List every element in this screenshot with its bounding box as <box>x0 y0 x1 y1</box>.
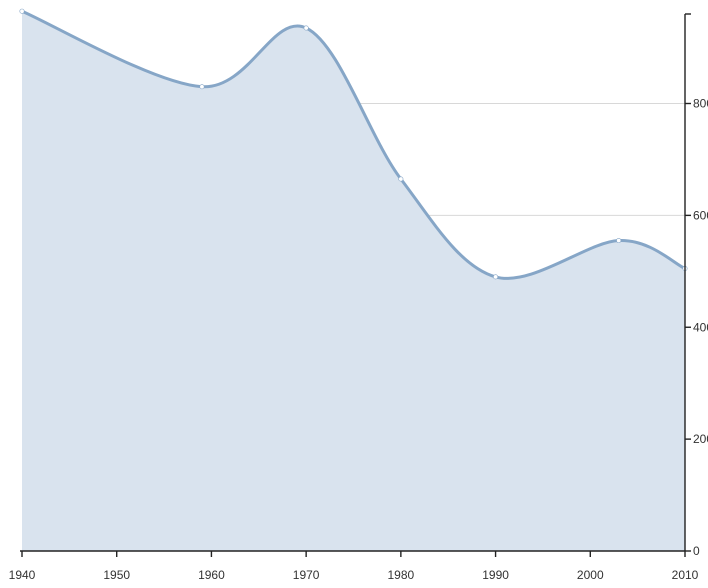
y-tick-label-800: 800 <box>693 97 708 111</box>
x-tick-label-1990: 1990 <box>482 568 509 582</box>
area-fill <box>22 11 685 551</box>
data-point-1959 <box>199 84 205 90</box>
x-axis: 1940 1950 1960 1970 1980 1990 2000 2010 <box>9 550 699 582</box>
y-axis: 0 200 400 600 800 <box>684 13 708 558</box>
x-tick-label-1940: 1940 <box>9 568 36 582</box>
series-line <box>21 9 686 280</box>
x-tick-label-1970: 1970 <box>293 568 320 582</box>
x-tick-label-1980: 1980 <box>388 568 415 582</box>
data-point-1970 <box>303 25 309 31</box>
y-tick-label-600: 600 <box>693 208 708 222</box>
x-tick-label-1950: 1950 <box>103 568 130 582</box>
data-point-2003 <box>616 238 622 244</box>
data-point-1940 <box>19 8 25 14</box>
y-tick-label-400: 400 <box>693 320 708 334</box>
data-point-1980 <box>398 176 404 182</box>
x-tick-label-2000: 2000 <box>577 568 604 582</box>
x-tick-label-2010: 2010 <box>672 568 699 582</box>
data-point-1990 <box>493 274 499 280</box>
x-tick-label-1960: 1960 <box>198 568 225 582</box>
y-tick-label-200: 200 <box>693 432 708 446</box>
y-tick-label-0: 0 <box>693 544 700 558</box>
